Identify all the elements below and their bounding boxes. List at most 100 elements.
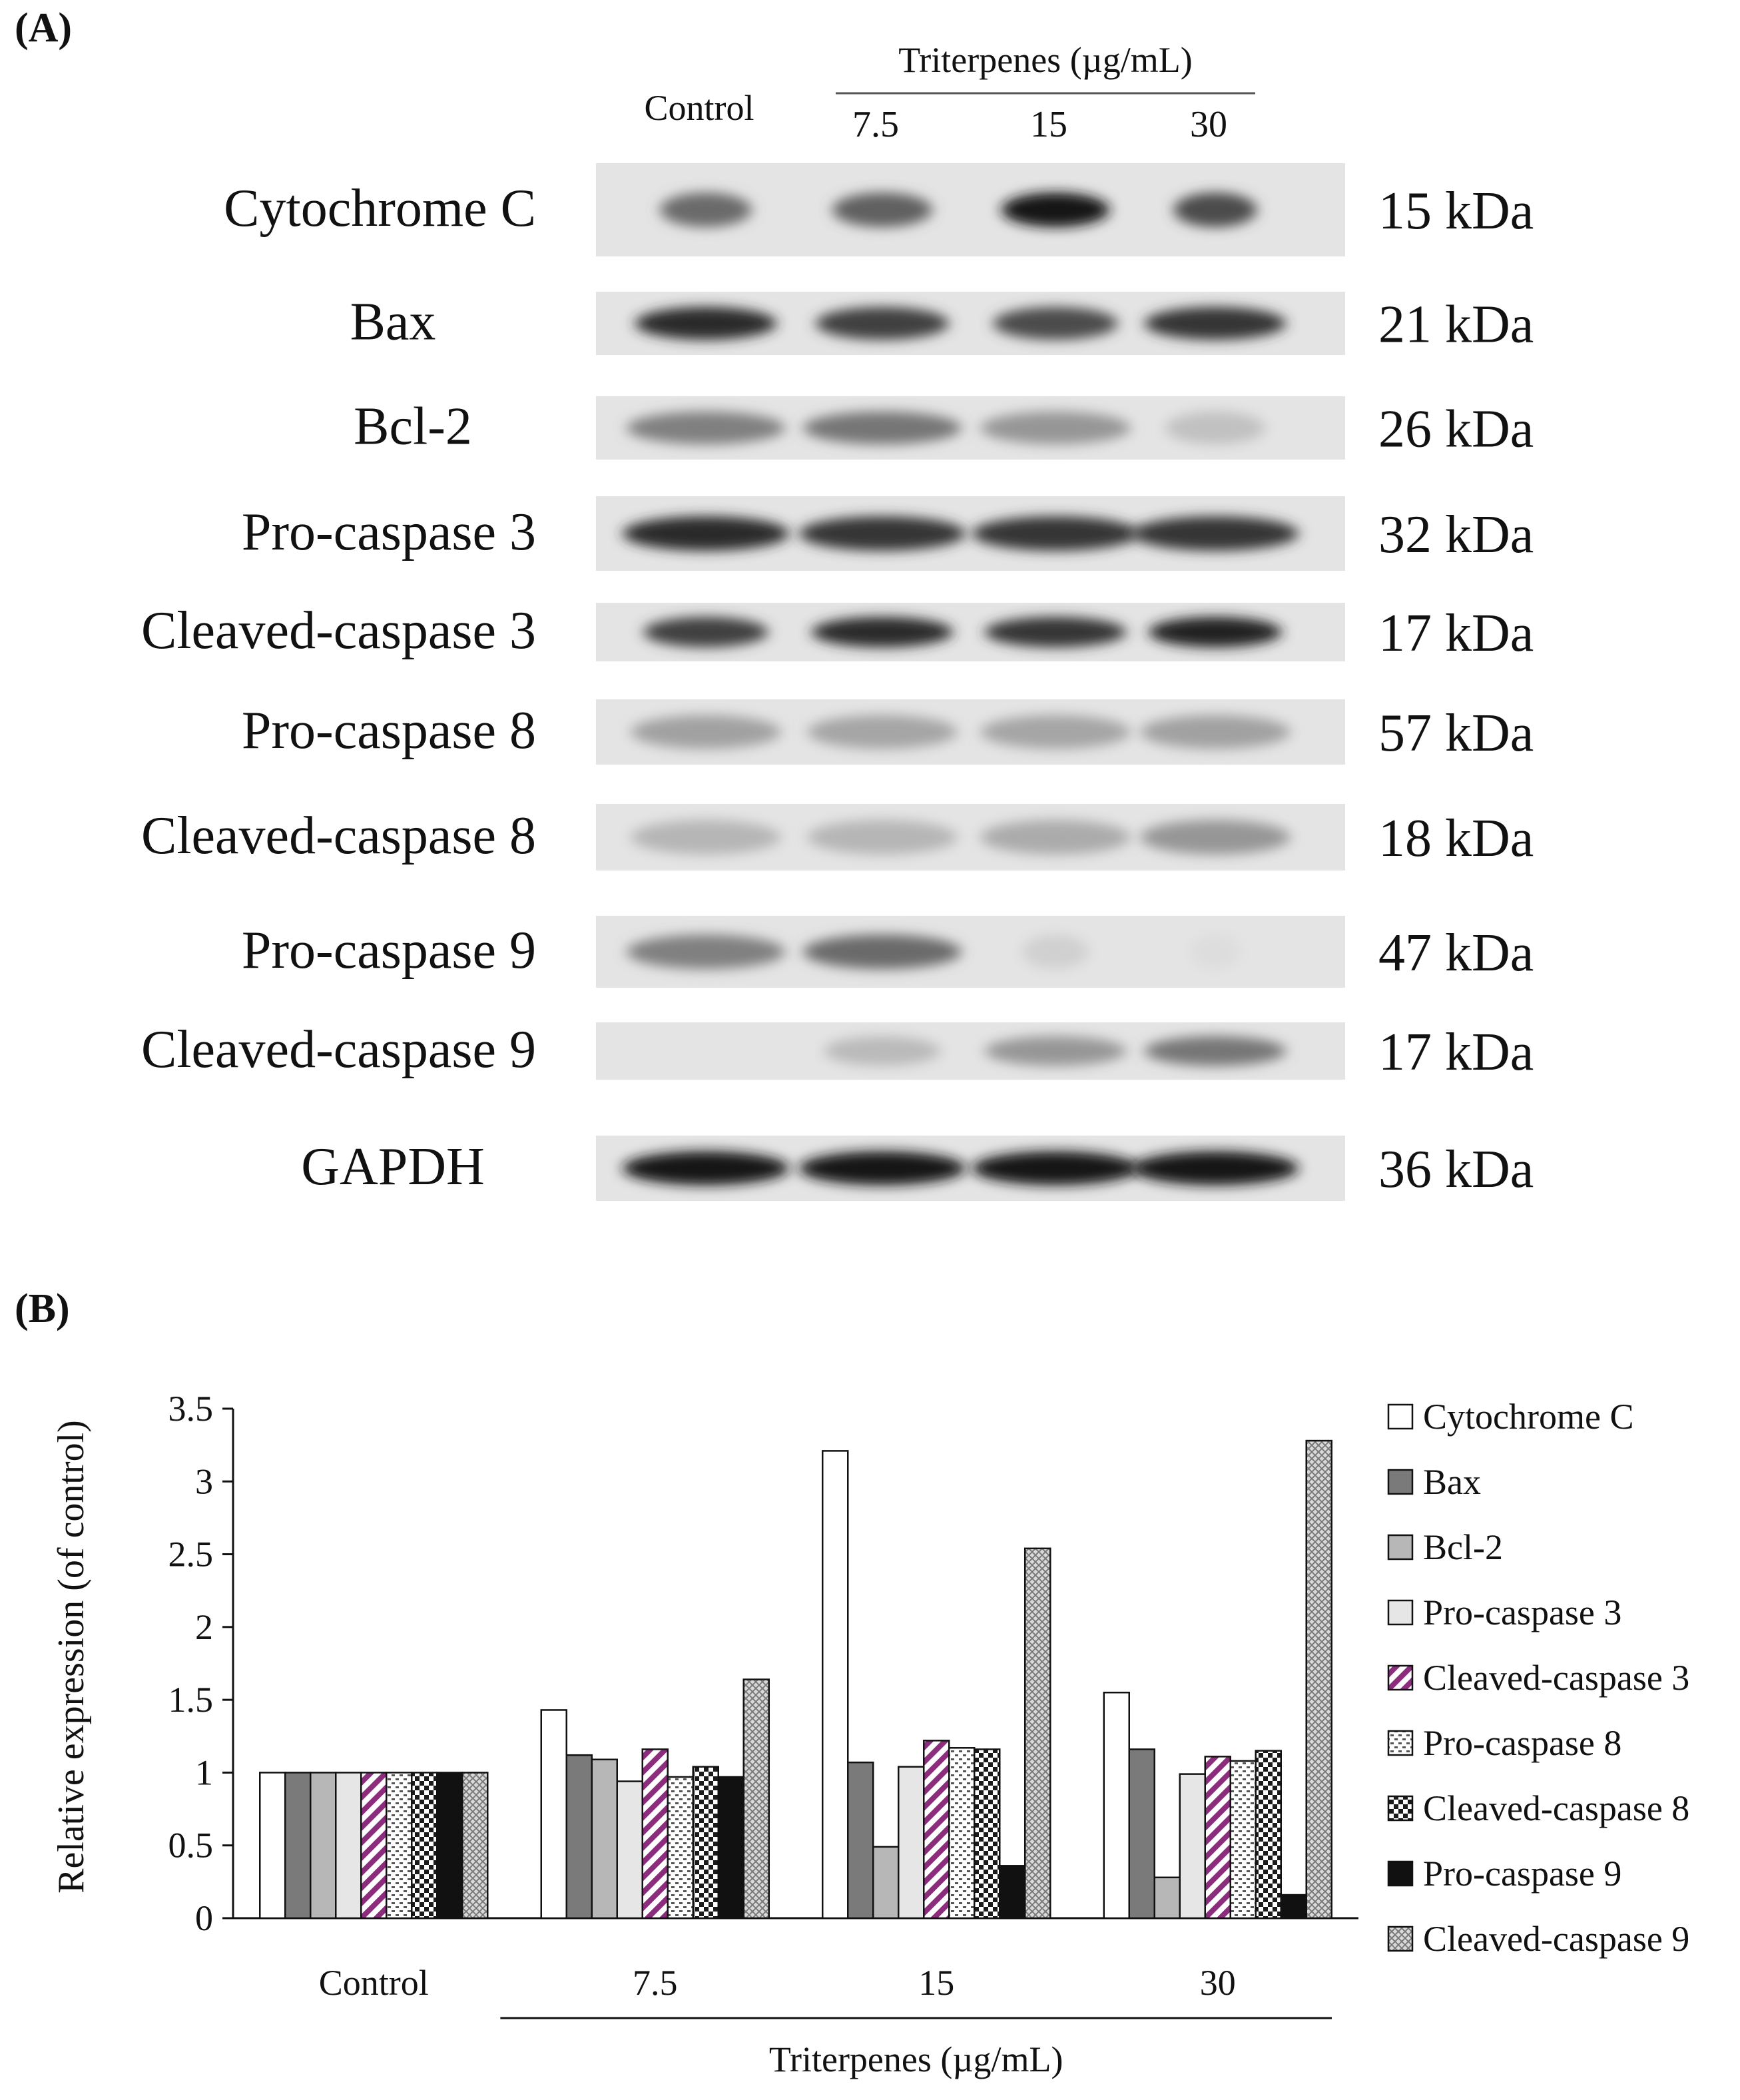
panel-a-label: (A)	[15, 5, 72, 51]
bar	[948, 1747, 976, 1920]
bar	[1179, 1773, 1206, 1920]
bar	[999, 1865, 1026, 1920]
lane-label: 15	[1030, 104, 1067, 145]
protein-label: Pro-caspase 9	[242, 921, 536, 980]
blot-band	[980, 820, 1131, 855]
blot-band	[799, 516, 966, 551]
y-tick-label: 3.5	[168, 1389, 214, 1429]
legend-swatch	[1387, 1860, 1414, 1887]
bar	[436, 1772, 463, 1920]
blot-band	[631, 715, 781, 749]
legend-swatch	[1387, 1795, 1414, 1822]
legend-label: Cleaved-caspase 8	[1423, 1788, 1689, 1828]
molecular-weight-label: 32 kDa	[1378, 506, 1534, 564]
bar	[898, 1766, 925, 1920]
blot-row: Bax 21 kDa	[350, 292, 1534, 355]
bar	[1305, 1439, 1332, 1920]
bar	[1128, 1748, 1155, 1920]
protein-label: GAPDH	[301, 1138, 485, 1196]
blot-band	[1140, 715, 1291, 749]
blot-row: GAPDH 36 kDa	[301, 1136, 1534, 1201]
legend-label: Bax	[1423, 1462, 1481, 1502]
blot-band	[984, 617, 1127, 647]
blot-band	[1132, 1151, 1299, 1186]
blot-row: Pro-caspase 3 32 kDa	[242, 496, 1534, 571]
blot-band	[1001, 192, 1110, 227]
molecular-weight-label: 17 kDa	[1378, 604, 1534, 663]
blot-rows: Cytochrome C 15 kDa Bax 21 kDa Bcl-2 26 kDa Pr…	[141, 163, 1534, 1201]
y-tick-label: 2	[195, 1607, 213, 1647]
x-category-label: 30	[1200, 1963, 1236, 2003]
y-ticks: 0 0.5 1 1.5 2 2.5 3 3.5	[168, 1389, 233, 1938]
bar	[667, 1776, 694, 1920]
blot-band	[980, 715, 1131, 749]
bar	[923, 1740, 950, 1920]
bar	[616, 1780, 643, 1920]
y-tick-label: 1	[195, 1752, 213, 1792]
x-categories: Control 7.5 15 30	[319, 1963, 1236, 2003]
molecular-weight-label: 47 kDa	[1378, 924, 1534, 982]
y-tick-label: 0	[195, 1898, 213, 1938]
legend-label: Cleaved-caspase 3	[1423, 1658, 1689, 1698]
bars	[259, 1439, 1332, 1920]
blot-band	[660, 192, 752, 227]
blot-band	[1149, 617, 1282, 647]
blot-row: Pro-caspase 8 57 kDa	[242, 699, 1534, 765]
molecular-weight-label: 15 kDa	[1378, 182, 1534, 240]
blot-band	[803, 411, 962, 445]
blot-row: Cleaved-caspase 8 18 kDa	[141, 804, 1534, 871]
blot-band	[623, 1151, 789, 1186]
protein-label: Cleaved-caspase 3	[141, 601, 536, 660]
legend-swatch	[1387, 1925, 1414, 1952]
legend-label: Bcl-2	[1423, 1527, 1503, 1567]
molecular-weight-label: 26 kDa	[1378, 400, 1534, 459]
x-category-label: 15	[918, 1963, 954, 2003]
legend-label: Pro-caspase 3	[1423, 1592, 1621, 1632]
bar	[641, 1748, 669, 1920]
bar	[335, 1772, 362, 1920]
blot-row: Pro-caspase 9 47 kDa	[242, 916, 1534, 988]
protein-label: Bax	[350, 293, 436, 352]
legend-swatch	[1387, 1664, 1414, 1691]
protein-label: Pro-caspase 8	[242, 701, 536, 760]
legend-swatch	[1387, 1403, 1414, 1430]
blot-band	[984, 1036, 1127, 1066]
blot-band	[635, 306, 777, 340]
bar	[259, 1772, 286, 1920]
lane-labels: Control 7.5 15 30	[644, 88, 1227, 145]
blot-band	[1165, 411, 1265, 445]
panel-b-label: (B)	[15, 1286, 70, 1331]
legend-swatch	[1387, 1534, 1414, 1561]
bar	[360, 1772, 388, 1920]
legend-label: Cleaved-caspase 9	[1423, 1919, 1689, 1959]
molecular-weight-label: 18 kDa	[1378, 809, 1534, 868]
blot-band	[807, 820, 958, 855]
treatment-header: Triterpenes (µg/mL)	[898, 40, 1193, 80]
legend-label: Pro-caspase 9	[1423, 1854, 1621, 1894]
molecular-weight-label: 17 kDa	[1378, 1023, 1534, 1082]
molecular-weight-label: 36 kDa	[1378, 1140, 1534, 1199]
blot-band	[1132, 516, 1299, 551]
blot-band	[631, 820, 781, 855]
blot-band	[627, 411, 785, 445]
lane-label: Control	[644, 88, 754, 128]
protein-label: Pro-caspase 3	[242, 503, 536, 561]
bar	[1255, 1750, 1282, 1920]
blot-band	[811, 617, 954, 647]
blot-band	[1140, 820, 1291, 855]
blot-row: Cytochrome C 15 kDa	[224, 163, 1534, 256]
bar	[1103, 1691, 1130, 1920]
blot-band	[1190, 934, 1241, 969]
blot-band	[824, 1036, 941, 1066]
protein-label: Cleaved-caspase 8	[141, 807, 536, 865]
blot-band	[643, 617, 768, 647]
lane-label: 30	[1190, 104, 1227, 145]
blot-row: Cleaved-caspase 9 17 kDa	[141, 1020, 1534, 1082]
bar	[1280, 1894, 1307, 1920]
y-tick-label: 2.5	[168, 1535, 214, 1575]
blot-band	[993, 306, 1118, 340]
bar	[1024, 1547, 1051, 1920]
blot-band	[972, 516, 1139, 551]
x-category-label: 7.5	[633, 1963, 678, 2003]
bar	[284, 1772, 312, 1920]
